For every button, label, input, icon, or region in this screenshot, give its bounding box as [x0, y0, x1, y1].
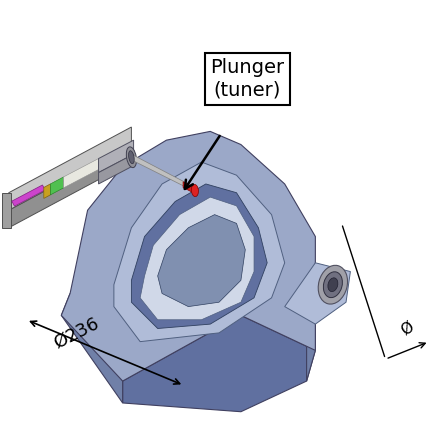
Text: Plunger
(tuner): Plunger (tuner) [210, 58, 285, 99]
FancyBboxPatch shape [2, 193, 11, 228]
Polygon shape [307, 272, 315, 381]
Polygon shape [9, 145, 131, 228]
Polygon shape [44, 184, 50, 198]
Ellipse shape [126, 147, 137, 168]
Polygon shape [158, 215, 245, 307]
Text: Ø236: Ø236 [51, 314, 102, 352]
Ellipse shape [318, 265, 347, 304]
Polygon shape [61, 131, 315, 381]
Polygon shape [9, 127, 131, 210]
Polygon shape [285, 263, 350, 324]
Polygon shape [99, 154, 134, 184]
Ellipse shape [328, 278, 338, 292]
Polygon shape [183, 182, 195, 194]
FancyArrow shape [12, 185, 45, 206]
Polygon shape [61, 293, 123, 403]
Polygon shape [50, 177, 64, 195]
Polygon shape [131, 154, 188, 188]
Polygon shape [114, 162, 285, 342]
Polygon shape [140, 197, 254, 320]
Polygon shape [64, 159, 99, 188]
Polygon shape [99, 140, 134, 173]
Ellipse shape [191, 184, 198, 197]
Polygon shape [123, 315, 315, 412]
Text: Ø: Ø [398, 319, 417, 338]
Ellipse shape [129, 151, 134, 164]
Ellipse shape [323, 272, 343, 297]
Polygon shape [131, 184, 267, 328]
